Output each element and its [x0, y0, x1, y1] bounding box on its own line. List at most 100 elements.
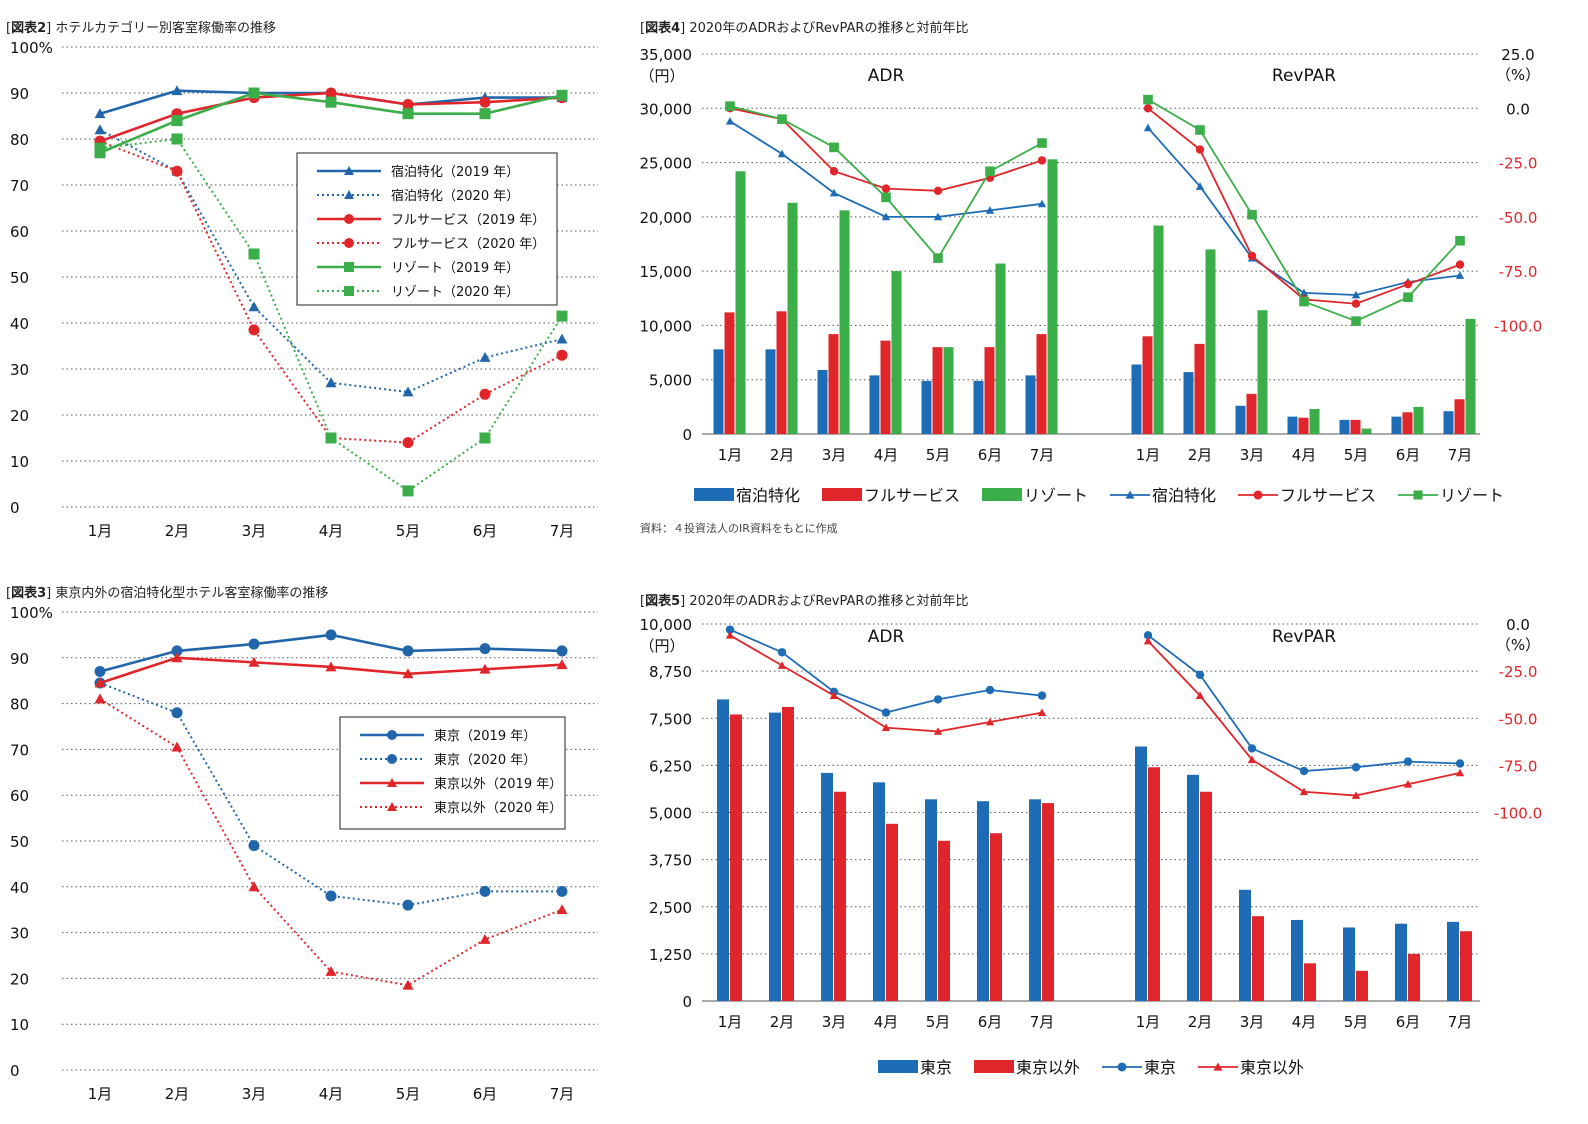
fig2-series-point-3	[248, 324, 260, 336]
fig4-bar-0	[1025, 375, 1036, 434]
fig2-legend-marker-0	[344, 166, 354, 175]
fig2-legend-marker-3	[344, 238, 354, 248]
fig2-series-point-4	[171, 115, 183, 127]
fig5-ytick-left: 8,750	[649, 663, 692, 681]
fig3-title-text: 東京内外の宿泊特化型ホテル客室稼働率の推移	[55, 586, 329, 601]
fig3-series-point-1	[556, 885, 568, 897]
fig3-ytick: 40	[10, 879, 29, 897]
fig5-xtick: 4月	[874, 1013, 899, 1031]
fig3-xtick: 4月	[319, 1085, 344, 1103]
fig5-bar-1	[782, 706, 794, 1001]
fig4-panel-label: ADR	[868, 66, 905, 86]
fig5-bar-0	[1135, 746, 1147, 1001]
fig4-xtick: 3月	[822, 446, 847, 464]
fig5-line-point-0	[1195, 670, 1205, 680]
fig4-bar-1	[1142, 336, 1153, 434]
fig2-legend-label-3: フルサービス（2020 年）	[391, 237, 545, 252]
fig4-ytick-right: -25.0	[1499, 155, 1538, 173]
fig2-series-point-5	[248, 248, 260, 260]
fig4-bar-2	[787, 202, 798, 434]
fig2-series-point-5	[94, 142, 106, 154]
fig5-line-point-0	[1455, 759, 1465, 768]
fig4-line-point-1	[1403, 279, 1413, 289]
fig5-xtick: 1月	[1136, 1013, 1161, 1031]
fig4-line-point-2	[1299, 296, 1309, 307]
fig4-bar-1	[1246, 393, 1257, 434]
fig2-ytick: 30	[10, 361, 29, 379]
fig4-bar-0	[1131, 364, 1142, 434]
fig4-bar-2	[1309, 409, 1320, 434]
fig5-bar-1	[990, 833, 1002, 1001]
fig5-bar-0	[1029, 799, 1041, 1001]
fig4-ytick-left: 15,000	[640, 263, 693, 281]
fig4-bar-0	[1339, 419, 1350, 434]
fig4-line-point-2	[1195, 125, 1205, 135]
fig4-panel-label: RevPAR	[1272, 66, 1336, 86]
fig4-bar-1	[1298, 417, 1309, 434]
fig5-title-text: 2020年のADRおよびRevPARの推移と対前年比	[689, 594, 969, 609]
fig5-bar-1	[938, 840, 950, 1001]
fig4-line-point-0	[1351, 290, 1361, 299]
fig4-bar-0	[1287, 416, 1298, 434]
fig3-series-point-3	[171, 741, 183, 752]
fig5-line-point-1	[829, 691, 839, 699]
fig3-series-point-3	[402, 979, 414, 990]
fig4-bar-2	[1413, 406, 1424, 434]
fig4-line-point-1	[933, 186, 943, 195]
fig5-ytick-left: 2,500	[649, 899, 692, 917]
fig4-bar-1	[1350, 419, 1361, 434]
fig2-ytick: 70	[10, 177, 29, 195]
fig5-ytick-left: 0	[682, 993, 692, 1011]
fig5-left-unit: （円）	[639, 637, 684, 655]
fig4-chart: 35,000 30,000 25,000 20,000 15,000 10,000 5,00…	[620, 0, 1580, 520]
fig2-xtick: 1月	[88, 522, 113, 540]
fig2-series-point-3	[402, 437, 414, 449]
fig5-title: [図表5] 2020年のADRおよびRevPARの推移と対前年比	[640, 594, 969, 609]
fig3-series-point-2	[171, 652, 183, 663]
fig5-xtick: 2月	[1188, 1013, 1213, 1031]
fig4-line-0	[1147, 127, 1461, 296]
fig4-bar-2	[891, 271, 902, 434]
fig2-ytick: 100%	[10, 39, 53, 57]
fig4-title: [図表4] 2020年のADRおよびRevPARの推移と対前年比	[640, 21, 969, 36]
fig3-series-point-0	[479, 643, 491, 655]
fig2-series-point-5	[171, 133, 183, 145]
fig4-line-point-0	[933, 212, 943, 221]
fig3-series-point-0	[94, 666, 106, 678]
fig3-ytick: 30	[10, 925, 29, 943]
fig5-xtick: 1月	[718, 1013, 743, 1031]
fig5-line-0	[1147, 634, 1461, 772]
fig4-xtick: 4月	[874, 446, 899, 464]
fig4-line-point-2	[881, 192, 891, 203]
fig3-series-point-0	[556, 645, 568, 657]
fig4-legend-marker-0	[1125, 490, 1135, 499]
fig2-series-point-5	[479, 432, 491, 444]
fig3-series-point-0	[402, 645, 414, 657]
fig2-series-point-2	[479, 96, 491, 108]
fig5-ytick-right: -25.0	[1499, 663, 1538, 681]
fig4-legend-swatch-2	[982, 488, 1022, 501]
fig3-ytick: 80	[10, 696, 29, 714]
fig3-series-point-2	[94, 677, 106, 688]
fig4-bar-0	[1183, 372, 1194, 434]
fig2-legend-label-1: 宿泊特化（2020 年）	[391, 188, 519, 204]
fig5-ytick-left: 10,000	[640, 616, 693, 634]
fig5-bar-0	[925, 799, 937, 1001]
fig4-legend-label: 宿泊特化	[1152, 486, 1216, 505]
fig3-ytick: 0	[10, 1062, 20, 1080]
fig3-legend-label-3: 東京以外（2020 年）	[434, 800, 562, 816]
fig4-line-point-0	[725, 117, 735, 125]
fig3-legend-label-1: 東京（2020 年）	[434, 752, 536, 768]
fig5-ytick-right: -100.0	[1494, 805, 1542, 823]
fig2-series-point-1	[325, 377, 337, 388]
fig3-series-point-2	[402, 668, 414, 679]
fig4-bar-0	[765, 349, 776, 434]
fig5-bar-1	[1304, 963, 1316, 1001]
fig5-bar-0	[1291, 919, 1303, 1001]
fig5-ytick-right: 0.0	[1506, 616, 1530, 634]
fig4-line-point-1	[829, 167, 839, 176]
fig3-ytick: 50	[10, 833, 29, 851]
fig4-legend-label: リゾート	[1440, 486, 1504, 505]
fig2-legend-label-2: フルサービス（2019 年）	[391, 213, 545, 228]
fig2-series-point-5	[556, 310, 568, 322]
